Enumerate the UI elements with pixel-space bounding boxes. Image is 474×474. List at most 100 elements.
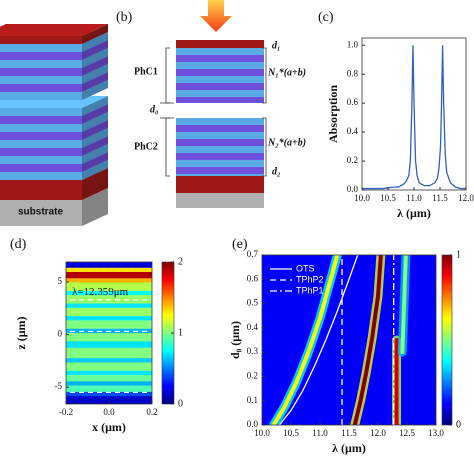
x-tick-label: 10.0	[354, 193, 370, 203]
layer-front	[0, 84, 82, 92]
incident-arrow	[200, 0, 232, 32]
layer-front	[0, 44, 82, 52]
layer-front	[0, 156, 82, 164]
colorbar-tick-label: 2	[178, 256, 183, 267]
x-tick-label: 12.0	[458, 193, 474, 203]
field-band	[66, 303, 152, 308]
field-band	[66, 332, 152, 342]
field-band	[66, 340, 152, 348]
y-axis-label: Absorption	[326, 85, 340, 143]
layer-side	[82, 80, 108, 100]
brace	[262, 47, 267, 104]
x-tick-label: 11.5	[341, 428, 357, 438]
field-band	[66, 374, 152, 382]
colorbar	[441, 254, 453, 426]
data-line	[362, 45, 466, 190]
legend-label: OTS	[296, 263, 315, 273]
layer	[176, 55, 264, 62]
y-tick-label: 0.2	[247, 370, 258, 380]
phc1-label: PhC1	[134, 66, 158, 77]
layer-front	[0, 124, 82, 132]
x-axis-label: x (μm)	[92, 420, 126, 434]
panel-a-schematic	[0, 24, 108, 226]
d0-label: d₀	[150, 104, 159, 115]
x-tick-label: 11.0	[406, 193, 422, 203]
layer-side	[82, 24, 108, 44]
x-tick-label: 10.5	[283, 428, 299, 438]
plot-area	[66, 262, 152, 404]
y-tick-label: 0.3	[247, 346, 259, 356]
layer-side	[82, 112, 108, 132]
layer	[176, 97, 264, 103]
layer-side	[82, 128, 108, 148]
y-tick-label: 0.1	[247, 395, 258, 405]
layer-front	[0, 132, 82, 140]
y-tick-label: 0.4	[347, 126, 359, 136]
x-tick-label: 13.0	[428, 428, 444, 438]
layer-front	[0, 76, 82, 84]
ridge	[271, 255, 340, 425]
brace	[165, 47, 170, 104]
field-band	[66, 307, 152, 317]
field-band	[66, 385, 152, 392]
layer-side	[82, 96, 108, 116]
layer	[176, 153, 264, 160]
field-band	[66, 361, 152, 371]
layer-front	[0, 140, 82, 148]
panel-b-schematic	[176, 40, 264, 208]
field-band	[66, 294, 152, 304]
plot-content	[66, 262, 152, 404]
gap-marker	[160, 102, 174, 119]
field-band	[66, 271, 152, 279]
x-tick-label: 0.0	[103, 407, 115, 417]
plot-content	[362, 45, 466, 190]
layer-side	[82, 144, 108, 164]
y-tick-label: 0.7	[247, 249, 259, 259]
y-tick-label: 0.6	[347, 97, 359, 107]
colorbar-tick-label: 0	[456, 419, 461, 430]
layer-side	[82, 152, 108, 172]
x-tick-label: 11.0	[312, 428, 328, 438]
layer	[176, 83, 264, 90]
layer-front	[0, 36, 82, 44]
annotation: λ=12.359μm	[72, 286, 129, 298]
x-tick-label: 10.5	[380, 193, 396, 203]
x-tick-label: 12.5	[399, 428, 415, 438]
brace	[165, 117, 170, 177]
layer	[176, 69, 264, 76]
panel-label: (e)	[232, 237, 248, 252]
panel-label: (c)	[318, 10, 334, 25]
layer-front	[0, 164, 82, 172]
colorbar-tick-label: 1	[178, 327, 183, 338]
layer	[176, 90, 264, 97]
layer-side	[82, 104, 108, 124]
layer-side	[82, 168, 108, 200]
layer-front	[0, 180, 82, 200]
layer-front	[0, 172, 82, 180]
colorbar-tick-label: 1	[456, 249, 461, 260]
layer-side	[82, 32, 108, 52]
d2-label: d₂	[272, 166, 281, 177]
y-tick-label: 0.2	[347, 155, 358, 165]
layer	[176, 40, 264, 48]
y-axis-label: d₀ (μm)	[228, 321, 242, 359]
layer-front	[0, 116, 82, 124]
layer	[176, 176, 264, 193]
layer-front	[0, 68, 82, 76]
braces	[160, 47, 267, 177]
d1-label: d₁	[272, 40, 281, 51]
brace	[262, 117, 267, 177]
y-tick-label: 1.0	[347, 39, 359, 49]
y-tick-label: 0.0	[247, 419, 259, 429]
substrate-label: substrate	[18, 207, 63, 218]
x-axis-label: λ (μm)	[332, 441, 366, 455]
field-band	[66, 328, 152, 333]
layer-side	[82, 136, 108, 156]
legend-label: TPhP1	[296, 285, 324, 295]
field-band	[66, 281, 152, 291]
layer-front	[0, 108, 82, 116]
field-band	[66, 315, 152, 321]
x-tick-label: 12.0	[370, 428, 386, 438]
